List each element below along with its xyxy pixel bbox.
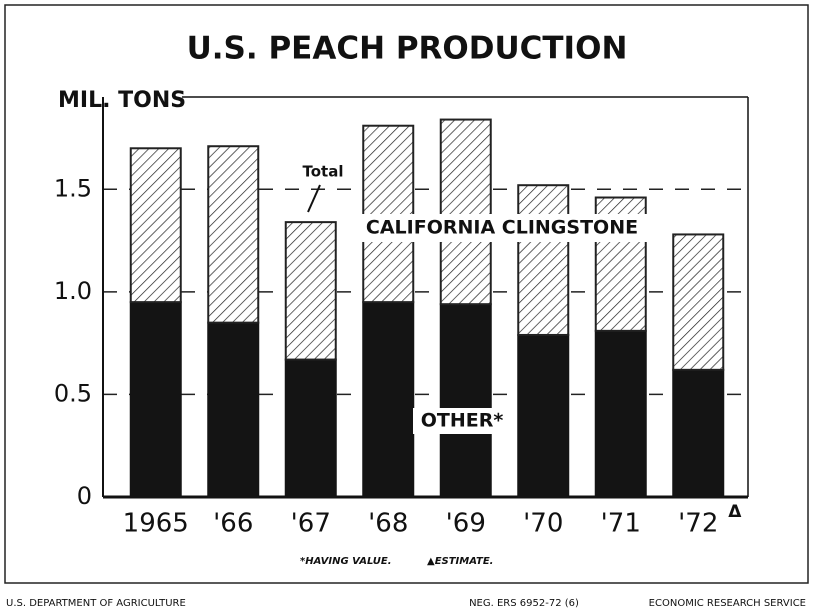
bar-segment [129,301,182,498]
estimate-marker: Δ [728,502,742,522]
x-tick-label: '66 [213,509,253,539]
footnote: *HAVING VALUE. [300,556,392,567]
bar-segment [439,303,492,498]
footer-left: U.S. DEPARTMENT OF AGRICULTURE [6,598,186,609]
x-tick-label: '72 [678,509,718,539]
footnote: ▲ESTIMATE. [427,556,493,567]
bar-segment [284,358,337,499]
y-tick-label: 0 [77,482,92,510]
bar-segment [362,301,415,498]
bar-segment [362,124,415,304]
bar-segment [284,221,337,361]
annotation: Total [303,163,344,181]
footer-middle: NEG. ERS 6952-72 (6) [469,598,579,609]
frame [4,4,809,584]
annotation-pointer [307,184,321,213]
x-tick-label: '67 [291,509,331,539]
bar-segment [207,145,260,324]
bar-segment [517,333,570,499]
x-tick-label: '71 [601,509,641,539]
chart-title: U.S. PEACH PRODUCTION [187,31,628,67]
x-tick-label: '70 [523,509,563,539]
x-tick-label: '68 [368,509,408,539]
bar-segment [594,329,647,498]
label-background [357,214,647,242]
bar-segment [129,147,182,304]
series-label: OTHER* [421,410,504,432]
x-tick-label: '69 [446,509,486,539]
series-label: CALIFORNIA CLINGSTONE [366,217,638,239]
bar-segment [672,233,725,371]
bar-segment [439,118,492,306]
bar-segment [517,184,570,336]
y-axis-label: MIL. TONS [58,88,186,113]
y-tick-label: 1.5 [54,174,92,202]
bar-segment [672,368,725,499]
label-background [413,408,509,434]
y-tick-label: 0.5 [54,379,92,407]
x-tick-label: 1965 [123,509,189,539]
footer-right: ECONOMIC RESEARCH SERVICE [649,598,806,609]
y-tick-label: 1.0 [54,277,92,305]
bar-segment [207,321,260,498]
